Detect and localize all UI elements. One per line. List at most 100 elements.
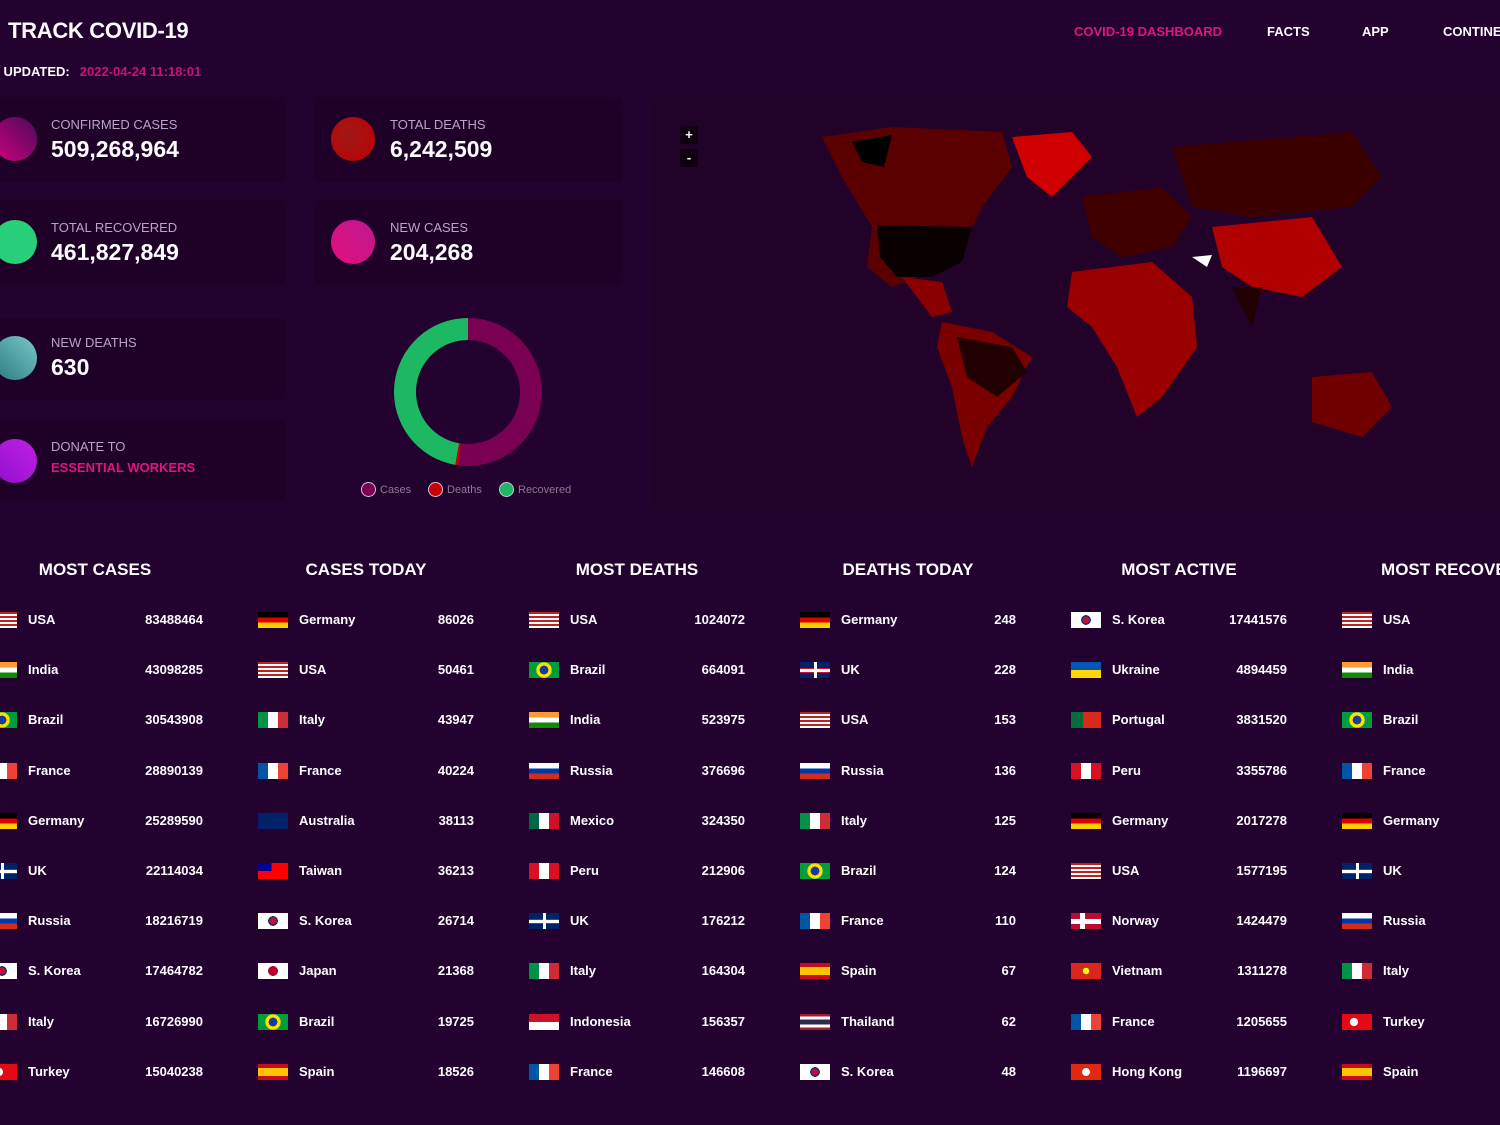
table-row[interactable]: Japan 21368 <box>258 961 474 981</box>
legend-deaths[interactable]: Deaths <box>428 482 482 497</box>
donate-link[interactable]: ESSENTIAL WORKERS <box>51 460 196 475</box>
flag-icon-tr <box>0 1063 17 1080</box>
table-row[interactable]: Spain 18526 <box>258 1062 474 1082</box>
table-row[interactable]: France <box>1342 761 1500 781</box>
flag-icon-it <box>800 812 830 829</box>
table-row[interactable]: Australia 38113 <box>258 811 474 831</box>
table-row[interactable]: India <box>1342 660 1500 680</box>
donate-card[interactable]: DONATE TO ESSENTIAL WORKERS <box>0 420 285 500</box>
donut-slice-deaths[interactable] <box>455 443 462 466</box>
table-row[interactable]: Russia <box>1342 911 1500 931</box>
flag-icon-br <box>1342 712 1372 729</box>
nav-facts[interactable]: FACTS <box>1267 24 1310 39</box>
table-row[interactable]: France 146608 <box>529 1062 745 1082</box>
zoom-in-button[interactable]: + <box>680 126 698 144</box>
table-row[interactable]: Turkey 15040238 <box>0 1062 203 1082</box>
table-row[interactable]: Portugal 3831520 <box>1071 710 1287 730</box>
table-row[interactable]: Brazil 19725 <box>258 1012 474 1032</box>
table-row[interactable]: S. Korea 26714 <box>258 911 474 931</box>
table-cases-today: CASES TODAY Germany 86026 USA 50461 Italy 4394… <box>258 560 529 1080</box>
country-value: 22114034 <box>145 863 203 878</box>
table-row[interactable]: Indonesia 156357 <box>529 1012 745 1032</box>
table-row[interactable]: Ukraine 4894459 <box>1071 660 1287 680</box>
country-value: 48 <box>1001 1063 1016 1079</box>
table-row[interactable]: Hong Kong 1196697 <box>1071 1062 1287 1082</box>
table-row[interactable]: Turkey <box>1342 1012 1500 1032</box>
nav-dashboard[interactable]: COVID-19 DASHBOARD <box>1074 24 1223 39</box>
table-row[interactable]: India 43098285 <box>0 660 203 680</box>
table-row[interactable]: Italy 16726990 <box>0 1012 203 1032</box>
table-row[interactable]: Spain 67 <box>800 961 1016 981</box>
table-row[interactable]: UK 176212 <box>529 911 745 931</box>
country-value: 156357 <box>701 1013 745 1029</box>
country-name: Germany <box>841 612 898 627</box>
new-cases-card: NEW CASES 204,268 <box>315 200 622 285</box>
legend-cases[interactable]: Cases <box>361 482 411 497</box>
table-row[interactable]: Italy 43947 <box>258 710 474 730</box>
table-row[interactable]: S. Korea 17441576 <box>1071 610 1287 630</box>
table-title: DEATHS TODAY <box>842 560 974 579</box>
table-row[interactable]: UK <box>1342 861 1500 881</box>
nav-continents[interactable]: CONTINE <box>1443 24 1500 39</box>
table-row[interactable]: USA 50461 <box>258 660 474 680</box>
table-row[interactable]: Norway 1424479 <box>1071 911 1287 931</box>
table-row[interactable]: UK 228 <box>800 660 1016 680</box>
donut-slice-recovered[interactable] <box>393 318 468 465</box>
donut-slice-cases[interactable] <box>458 318 542 466</box>
table-row[interactable]: S. Korea 48 <box>800 1062 1016 1082</box>
table-row[interactable]: USA 83488464 <box>0 610 203 630</box>
table-row[interactable]: Italy 164304 <box>529 961 745 981</box>
country-value: 176212 <box>701 913 745 929</box>
alaska <box>852 135 892 167</box>
table-row[interactable]: Germany 248 <box>800 610 1016 630</box>
table-row[interactable]: Germany 2017278 <box>1071 811 1287 831</box>
table-row[interactable]: France 110 <box>800 911 1016 931</box>
table-row[interactable]: USA 1577195 <box>1071 861 1287 881</box>
country-value: 664091 <box>701 662 745 678</box>
nav-app[interactable]: APP <box>1362 24 1389 39</box>
table-row[interactable]: Italy 125 <box>800 811 1016 831</box>
donate-label: DONATE TO <box>51 439 126 454</box>
country-value: 1196697 <box>1237 1063 1287 1079</box>
table-row[interactable]: Russia 18216719 <box>0 911 203 931</box>
flag-icon-kr <box>0 963 17 980</box>
table-row[interactable]: Taiwan 36213 <box>258 861 474 881</box>
table-row[interactable]: USA <box>1342 610 1500 630</box>
table-row[interactable]: Spain <box>1342 1062 1500 1082</box>
table-row[interactable]: Peru 3355786 <box>1071 761 1287 781</box>
table-row[interactable]: Russia 376696 <box>529 761 745 781</box>
stat-value: 204,268 <box>390 239 474 265</box>
country-value: 1577195 <box>1236 863 1287 878</box>
table-row[interactable]: S. Korea 17464782 <box>0 961 203 981</box>
table-row[interactable]: Brazil 30543908 <box>0 710 203 730</box>
table-row[interactable]: Thailand 62 <box>800 1012 1016 1032</box>
site-title: TRACK COVID-19 <box>8 18 189 43</box>
table-row[interactable]: Russia 136 <box>800 761 1016 781</box>
table-row[interactable]: France 40224 <box>258 761 474 781</box>
legend-recovered[interactable]: Recovered <box>499 482 571 497</box>
brazil <box>957 337 1027 397</box>
table-row[interactable]: Mexico 324350 <box>529 811 745 831</box>
table-row[interactable]: France 28890139 <box>0 761 203 781</box>
country-value: 1024072 <box>694 612 745 627</box>
table-row[interactable]: UK 22114034 <box>0 861 203 881</box>
deaths-icon <box>331 117 375 161</box>
table-row[interactable]: France 1205655 <box>1071 1012 1287 1032</box>
country-value: 19725 <box>437 1013 474 1029</box>
table-row[interactable]: Brazil 664091 <box>529 660 745 680</box>
table-row[interactable]: Brazil 124 <box>800 861 1016 881</box>
flag-icon-in <box>529 712 559 729</box>
table-row[interactable]: Germany <box>1342 811 1500 831</box>
zoom-out-button[interactable]: - <box>680 149 698 167</box>
table-row[interactable]: India 523975 <box>529 710 745 730</box>
table-row[interactable]: Vietnam 1311278 <box>1071 961 1287 981</box>
table-row[interactable]: USA 153 <box>800 710 1016 730</box>
table-row[interactable]: Germany 25289590 <box>0 811 203 831</box>
table-row[interactable]: Brazil <box>1342 710 1500 730</box>
world-map[interactable]: + - <box>652 97 1500 510</box>
table-row[interactable]: USA 1024072 <box>529 610 745 630</box>
table-row[interactable]: Germany 86026 <box>258 610 474 630</box>
table-row[interactable]: Peru 212906 <box>529 861 745 881</box>
country-value: 1205655 <box>1236 1013 1287 1029</box>
table-row[interactable]: Italy <box>1342 961 1500 981</box>
